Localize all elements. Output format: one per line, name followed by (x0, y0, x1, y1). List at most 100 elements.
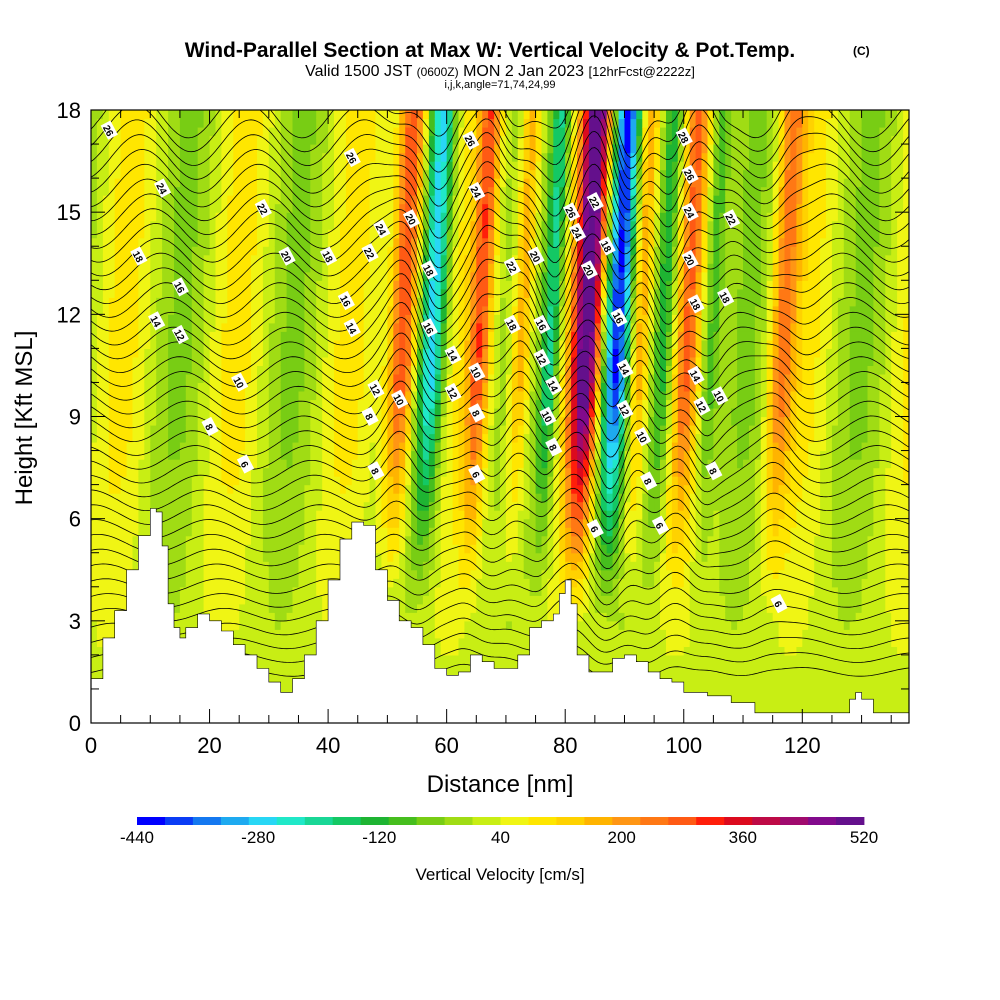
heat-cell (328, 135, 335, 145)
heat-cell (488, 373, 495, 383)
heat-cell (393, 450, 400, 460)
heat-cell (440, 501, 448, 511)
heat-cell (257, 425, 264, 435)
heat-cell (476, 110, 483, 120)
heat-cell (215, 110, 222, 120)
heat-cell (393, 288, 400, 298)
heat-cell (434, 322, 442, 332)
heat-cell (399, 297, 406, 307)
heat-cell (268, 510, 276, 520)
heat-cell (482, 288, 489, 298)
heat-cell (488, 297, 495, 307)
heat-cell (494, 203, 501, 213)
heat-cell (274, 518, 282, 528)
heat-cell (411, 297, 418, 307)
heat-cell (476, 254, 483, 264)
heat-cell (91, 288, 98, 298)
heat-cell (274, 229, 282, 239)
heat-cell (328, 169, 335, 179)
heat-cell (369, 237, 377, 247)
heat-cell (399, 518, 406, 528)
heat-cell (298, 373, 305, 383)
heat-cell (470, 356, 477, 366)
heat-cell (316, 501, 323, 511)
heat-cell (434, 229, 442, 239)
heat-cell (452, 127, 460, 137)
heat-cell (174, 339, 181, 349)
heat-cell (191, 186, 199, 196)
heat-cell (227, 425, 234, 435)
heat-cell (422, 552, 430, 562)
heat-cell (428, 391, 436, 401)
heat-cell (215, 322, 222, 332)
heat-cell (251, 356, 258, 366)
heat-cell (446, 629, 454, 639)
heat-cell (440, 654, 448, 664)
heat-cell (322, 493, 329, 503)
heat-cell (440, 510, 448, 520)
heat-cell (102, 135, 110, 145)
heat-cell (251, 586, 258, 596)
heat-cell (310, 237, 317, 247)
heat-cell (156, 127, 163, 137)
heat-cell (381, 169, 388, 179)
heat-cell (464, 212, 471, 222)
heat-cell (399, 484, 406, 494)
heat-cell (185, 229, 193, 239)
heat-cell (179, 416, 187, 426)
heat-cell (96, 195, 104, 205)
heat-cell (197, 442, 205, 452)
heat-cell (144, 118, 151, 128)
heat-cell (203, 322, 211, 332)
heat-cell (233, 297, 240, 307)
heat-cell (411, 620, 418, 630)
heat-cell (428, 127, 436, 137)
heat-cell (458, 322, 465, 332)
heat-cell (446, 305, 454, 315)
heat-cell (494, 229, 501, 239)
heat-cell (357, 280, 365, 290)
heat-cell (209, 535, 217, 545)
heat-cell (411, 373, 418, 383)
heat-cell (316, 484, 323, 494)
heat-cell (286, 373, 294, 383)
heat-cell (304, 425, 311, 435)
heat-cell (387, 144, 394, 154)
heat-cell (174, 161, 181, 171)
heat-cell (239, 450, 246, 460)
heat-cell (494, 118, 501, 128)
heat-cell (138, 229, 145, 239)
heat-cell (138, 356, 145, 366)
heat-cell (91, 654, 98, 664)
heat-cell (215, 433, 222, 443)
heat-cell (138, 203, 145, 213)
heat-cell (411, 322, 418, 332)
heat-cell (227, 586, 234, 596)
heat-cell (440, 408, 448, 418)
heat-cell (156, 356, 163, 366)
heat-cell (428, 586, 436, 596)
heat-cell (156, 408, 163, 418)
heat-cell (375, 433, 382, 443)
heat-cell (452, 527, 460, 537)
heat-cell (132, 322, 139, 332)
heat-cell (375, 425, 382, 435)
heat-cell (494, 654, 501, 664)
heat-cell (428, 229, 436, 239)
heat-cell (387, 339, 394, 349)
heat-cell (434, 339, 442, 349)
heat-cell (476, 433, 483, 443)
heat-cell (452, 637, 460, 647)
heat-cell (174, 603, 181, 613)
heat-cell (257, 620, 264, 630)
heat-cell (257, 220, 264, 230)
heat-cell (292, 535, 299, 545)
heat-cell (209, 569, 217, 579)
heat-cell (126, 552, 134, 562)
heat-cell (114, 561, 122, 571)
heat-cell (251, 322, 258, 332)
heat-cell (488, 391, 495, 401)
heat-cell (268, 476, 276, 486)
heat-cell (251, 331, 258, 341)
heat-cell (387, 484, 394, 494)
